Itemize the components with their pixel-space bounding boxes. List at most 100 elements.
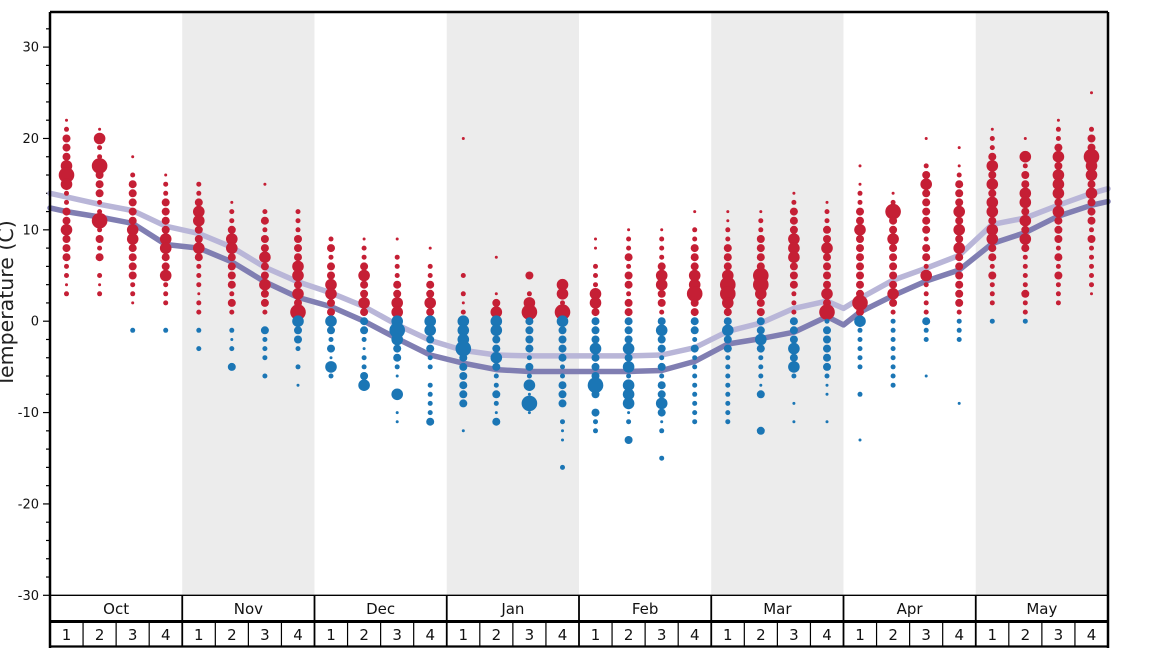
temp-dot bbox=[819, 304, 835, 320]
temp-dot bbox=[62, 216, 71, 225]
temp-dot bbox=[890, 373, 896, 379]
temp-dot bbox=[193, 214, 205, 227]
temp-dot bbox=[362, 237, 366, 241]
temp-dot bbox=[128, 189, 137, 198]
temp-dot bbox=[953, 205, 965, 218]
temp-dot bbox=[362, 347, 366, 351]
temp-dot bbox=[1089, 245, 1094, 251]
temp-dot bbox=[792, 191, 796, 195]
temp-dot bbox=[558, 381, 567, 390]
temp-dot bbox=[360, 317, 369, 326]
temp-dot bbox=[823, 335, 831, 344]
temp-dot bbox=[427, 364, 433, 370]
temp-dot bbox=[989, 136, 995, 141]
temp-dot bbox=[327, 298, 335, 307]
temp-dot bbox=[98, 283, 102, 287]
temp-dot bbox=[1052, 150, 1065, 163]
temp-dot bbox=[688, 269, 701, 282]
temp-dot bbox=[1054, 253, 1063, 262]
temp-dot bbox=[922, 171, 931, 179]
temp-dot bbox=[989, 145, 995, 151]
temp-dot bbox=[159, 269, 172, 282]
temp-dot bbox=[758, 218, 764, 224]
temp-dot bbox=[328, 337, 334, 342]
temp-dot bbox=[659, 455, 665, 461]
temp-dot bbox=[856, 308, 864, 317]
temp-dot bbox=[989, 300, 995, 306]
temp-dot bbox=[756, 317, 765, 326]
month-label-apr: Apr bbox=[897, 600, 924, 618]
temp-dot bbox=[229, 291, 235, 297]
temp-dot bbox=[655, 269, 668, 282]
temp-dot bbox=[227, 280, 236, 289]
temp-dot bbox=[459, 399, 468, 408]
temp-dot bbox=[857, 391, 863, 397]
temp-dot bbox=[262, 337, 268, 342]
temp-dot bbox=[956, 172, 962, 178]
temp-dot bbox=[923, 282, 929, 288]
temp-dot bbox=[659, 373, 665, 379]
temp-dot bbox=[292, 315, 304, 328]
temp-dot bbox=[792, 401, 796, 405]
temp-dot bbox=[62, 152, 71, 161]
temp-dot bbox=[327, 244, 335, 253]
temp-dot bbox=[391, 388, 404, 401]
temp-dot bbox=[1089, 282, 1094, 288]
temp-dot bbox=[856, 271, 864, 280]
temp-dot bbox=[657, 262, 666, 271]
temp-dot bbox=[626, 373, 632, 379]
temp-dot bbox=[889, 271, 898, 280]
temp-dot bbox=[626, 291, 632, 297]
temp-dot bbox=[130, 282, 136, 288]
temp-dot bbox=[857, 355, 863, 361]
temp-dot bbox=[262, 346, 268, 352]
temp-dot bbox=[923, 300, 929, 306]
temp-dot bbox=[626, 236, 632, 242]
temp-dot bbox=[755, 288, 767, 300]
temp-dot bbox=[1052, 205, 1065, 218]
temp-dot bbox=[986, 178, 999, 190]
temp-dot bbox=[131, 301, 135, 305]
temp-dot bbox=[327, 271, 335, 280]
temp-dot bbox=[957, 164, 961, 168]
temp-dot bbox=[358, 269, 370, 282]
temp-dot bbox=[956, 337, 962, 342]
temp-dot bbox=[889, 216, 898, 225]
temp-dot bbox=[525, 271, 534, 280]
temp-dot bbox=[889, 225, 898, 234]
temp-dot bbox=[328, 373, 334, 379]
temp-dot bbox=[427, 263, 433, 269]
temp-dot bbox=[923, 163, 929, 169]
temp-dot bbox=[957, 401, 961, 405]
temp-dot bbox=[956, 318, 962, 324]
temp-dot bbox=[758, 227, 764, 233]
temp-dot bbox=[657, 390, 666, 399]
temp-dot bbox=[792, 420, 796, 424]
temp-dot bbox=[526, 291, 532, 297]
temp-dot bbox=[923, 291, 929, 297]
temp-dot bbox=[823, 271, 831, 280]
temp-dot bbox=[395, 237, 399, 241]
temp-dot bbox=[260, 271, 269, 280]
average-min-line bbox=[47, 198, 1111, 375]
temp-dot bbox=[988, 152, 997, 161]
temp-dot bbox=[788, 342, 800, 355]
temp-dot bbox=[62, 244, 71, 253]
temp-dot bbox=[1056, 118, 1060, 122]
month-band-nov bbox=[182, 12, 315, 596]
temp-dot bbox=[1055, 282, 1061, 288]
temp-dot bbox=[725, 419, 731, 425]
temp-dot bbox=[657, 335, 666, 344]
temp-dot bbox=[857, 337, 863, 342]
temp-dot bbox=[759, 383, 763, 387]
temp-dot bbox=[622, 379, 635, 392]
temp-dot bbox=[128, 253, 137, 262]
week-label: 1 bbox=[855, 626, 865, 644]
temp-dot bbox=[227, 262, 236, 271]
week-label: 1 bbox=[62, 626, 72, 644]
temp-dot bbox=[758, 364, 764, 370]
temp-dot bbox=[923, 263, 929, 269]
temp-dot bbox=[525, 362, 534, 371]
temp-dot bbox=[1054, 198, 1063, 207]
temp-dot bbox=[260, 262, 269, 271]
